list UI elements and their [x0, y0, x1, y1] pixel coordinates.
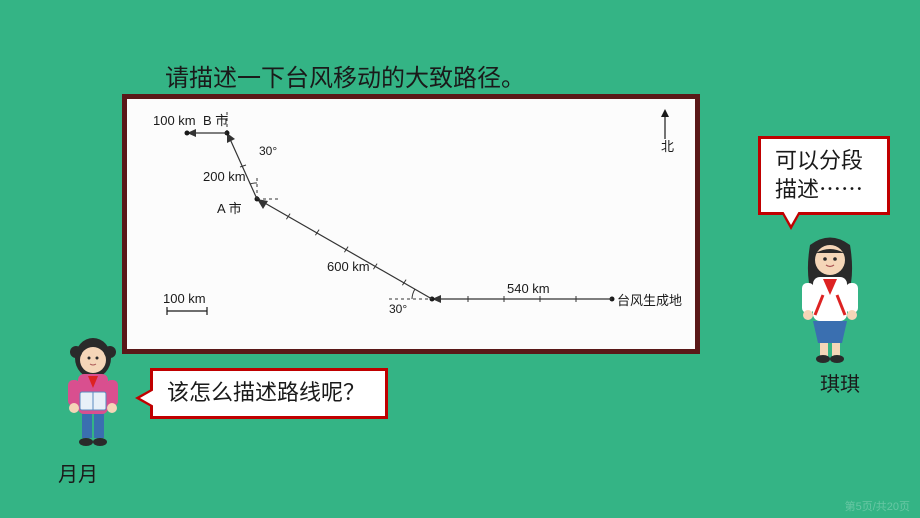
character-qiqi — [780, 225, 880, 365]
speech-bubble-left: 该怎么描述路线呢？ — [150, 368, 388, 419]
page-indicator: 第5页/共20页 — [845, 498, 910, 514]
svg-text:100 km: 100 km — [163, 291, 206, 306]
segment-2: 600 km — [257, 199, 432, 299]
svg-text:北: 北 — [661, 139, 674, 154]
character-left-name: 月月 — [58, 458, 98, 487]
north-indicator: 北 — [661, 109, 674, 154]
scale-bar: 100 km — [163, 291, 207, 315]
segment-1: 540 km — [432, 281, 612, 303]
segment-3: 200 km — [203, 133, 257, 199]
city-b-label: B 市 — [203, 113, 228, 128]
character-yueyue — [48, 330, 138, 450]
svg-text:100 km: 100 km — [153, 113, 196, 128]
svg-text:540 km: 540 km — [507, 281, 550, 296]
speech-bubble-right: 可以分段描述⋯⋯ — [758, 136, 890, 215]
city-a-label: A 市 — [217, 201, 242, 216]
svg-text:200 km: 200 km — [203, 169, 246, 184]
angle-arc-2 — [250, 183, 257, 184]
origin-label: 台风生成地 — [617, 293, 682, 308]
angle-arc-1 — [412, 289, 415, 299]
diagram-svg: 北 台风生成地 540 km 30° — [127, 99, 695, 349]
angle-label-2: 30° — [259, 144, 277, 158]
svg-text:600 km: 600 km — [327, 259, 370, 274]
angle-label-1: 30° — [389, 302, 407, 316]
page-title: 请描述一下台风移动的大致路径。 — [165, 58, 525, 93]
character-right-name: 琪琪 — [820, 368, 860, 397]
typhoon-diagram: 北 台风生成地 540 km 30° — [122, 94, 700, 354]
